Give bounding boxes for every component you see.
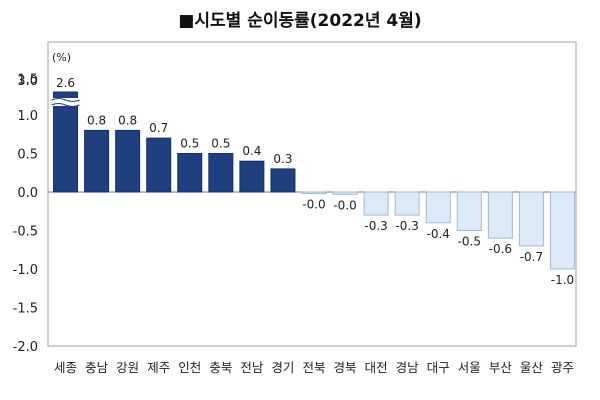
data-label-부산: -0.6: [489, 242, 512, 256]
x-category-label-경남: 경남: [396, 360, 420, 375]
bar-충남: [84, 129, 110, 193]
y-tick-label: 0.5: [17, 148, 38, 163]
data-label-울산: -0.7: [520, 250, 543, 264]
bar-울산: [518, 191, 544, 247]
bar-전북: [301, 191, 327, 195]
x-category-label-강원: 강원: [116, 360, 139, 375]
data-label-서울: -0.5: [458, 235, 481, 249]
x-category-label-세종: 세종: [54, 360, 77, 375]
plot-frame: [47, 41, 577, 347]
data-label-전북: -0.0: [302, 198, 325, 212]
x-category-label-전남: 전남: [240, 360, 264, 375]
bar-제주: [146, 137, 172, 193]
axis-break-gap: [51, 98, 80, 106]
bar-충북: [208, 153, 234, 193]
axis-break-bottom-wave: [51, 103, 80, 107]
data-label-경북: -0.0: [333, 198, 356, 212]
bar-경남: [394, 191, 420, 216]
y-unit-label: (%): [52, 51, 71, 64]
bar-대구: [425, 191, 451, 224]
bar-강원: [115, 129, 141, 193]
data-label-대구: -0.4: [427, 227, 450, 241]
data-label-강원: 0.8: [118, 113, 137, 127]
x-category-label-대구: 대구: [427, 360, 450, 375]
data-label-세종: 2.6: [56, 76, 75, 90]
x-category-label-충북: 충북: [209, 360, 232, 375]
x-category-label-경북: 경북: [334, 360, 357, 375]
x-category-label-전북: 전북: [302, 360, 325, 375]
bar-전남: [239, 160, 265, 193]
y-tick-label: 0.0: [17, 186, 38, 201]
data-label-충북: 0.5: [211, 137, 230, 151]
bar-경북: [332, 191, 358, 195]
y-tick-label: -1.5: [13, 302, 38, 317]
x-category-label-제주: 제주: [147, 360, 170, 375]
data-label-인천: 0.5: [180, 137, 199, 151]
data-label-대전: -0.3: [364, 219, 387, 233]
bar-세종: [53, 91, 79, 193]
x-category-label-대전: 대전: [365, 360, 388, 375]
data-label-전남: 0.4: [242, 144, 261, 158]
y-tick-label: 1.0: [17, 109, 38, 124]
data-label-경기: 0.3: [273, 152, 292, 166]
y-tick-label: -0.5: [13, 225, 38, 240]
x-category-label-경기: 경기: [271, 360, 294, 375]
y-tick-label: -2.0: [13, 340, 38, 355]
bar-서울: [456, 191, 482, 231]
bar-경기: [270, 168, 296, 193]
x-category-label-부산: 부산: [489, 360, 513, 375]
x-category-label-광주: 광주: [551, 360, 574, 375]
y-tick-label: 1.5: [17, 73, 38, 88]
data-label-제주: 0.7: [149, 121, 168, 135]
y-tick-label: -1.0: [13, 263, 38, 278]
data-label-충남: 0.8: [87, 113, 106, 127]
chart-title: ■시도별 순이동률(2022년 4월): [178, 11, 422, 31]
bar-인천: [177, 153, 203, 193]
bar-대전: [363, 191, 389, 216]
x-category-label-충남: 충남: [85, 360, 109, 375]
x-category-label-울산: 울산: [520, 360, 544, 375]
data-label-경남: -0.3: [395, 219, 418, 233]
axis-break-top-wave: [51, 98, 80, 102]
bar-광주: [549, 191, 575, 270]
bar-부산: [487, 191, 513, 239]
x-category-label-서울: 서울: [458, 360, 481, 375]
x-category-label-인천: 인천: [178, 360, 201, 375]
y-tick-label: 3.0: [17, 74, 38, 89]
data-label-광주: -1.0: [551, 273, 574, 287]
